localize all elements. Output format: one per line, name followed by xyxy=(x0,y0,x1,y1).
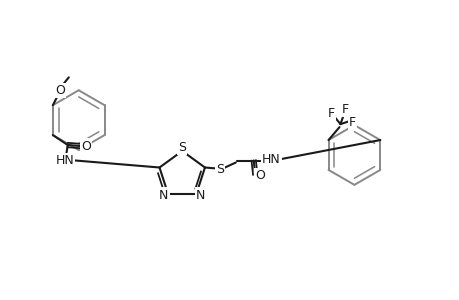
Text: HN: HN xyxy=(55,154,74,167)
Text: O: O xyxy=(55,84,65,97)
Text: S: S xyxy=(178,140,186,154)
Text: HN: HN xyxy=(261,153,280,166)
Text: F: F xyxy=(341,103,348,116)
Text: O: O xyxy=(81,140,91,152)
Text: N: N xyxy=(196,189,205,202)
Text: F: F xyxy=(327,107,334,120)
Text: S: S xyxy=(215,163,224,176)
Text: O: O xyxy=(255,169,265,182)
Text: F: F xyxy=(348,116,355,129)
Text: N: N xyxy=(159,189,168,202)
